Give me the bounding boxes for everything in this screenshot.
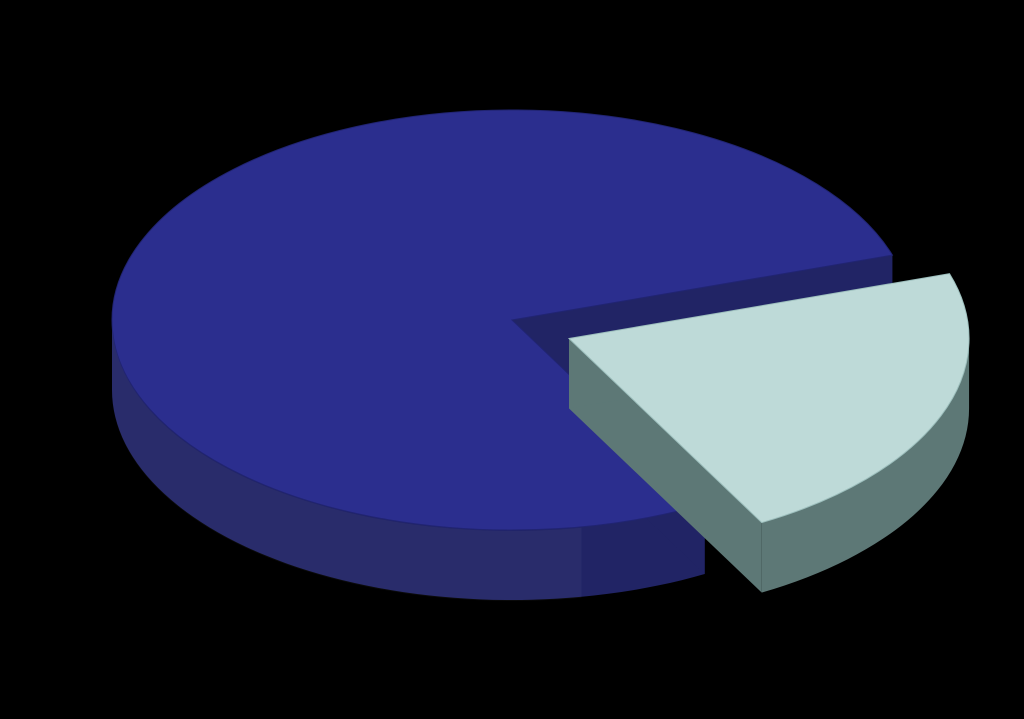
pie-3d-chart	[0, 0, 1024, 719]
chart-stage	[0, 0, 1024, 719]
